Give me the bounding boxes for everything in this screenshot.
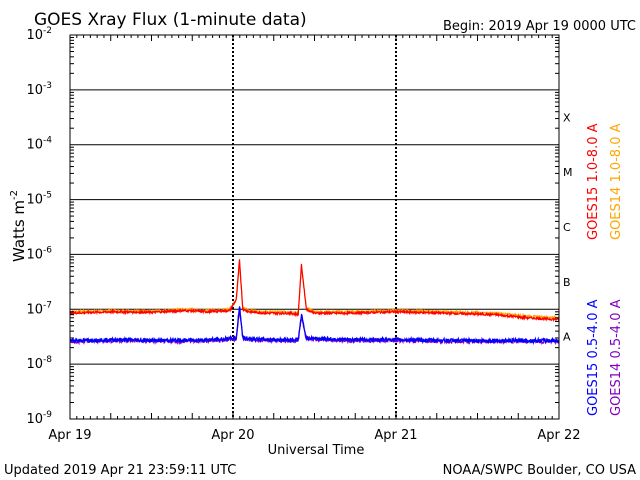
flare-class-label: X	[563, 111, 571, 124]
y-tick-label: 10-8	[26, 355, 52, 372]
series-line	[69, 259, 560, 323]
legend-entry: GOES15 0.5-4.0 A	[586, 299, 601, 416]
series-line	[69, 306, 560, 345]
x-tick-label: Apr 20	[211, 428, 254, 443]
y-tick-label: 10-5	[26, 191, 52, 208]
legend: GOES15 1.0-8.0 A GOES14 1.0-8.0 A GOES15 0…	[586, 123, 624, 416]
y-tick-label: 10-6	[26, 245, 52, 262]
x-tick-label: Apr 21	[374, 428, 417, 443]
y-axis-label-exponent: -2	[9, 190, 20, 200]
flare-class-label: A	[563, 331, 571, 344]
flare-class-label: M	[563, 166, 573, 179]
begin-time-label: Begin: 2019 Apr 19 0000 UTC	[443, 19, 636, 34]
y-axis-label-text: Watts m	[10, 200, 28, 262]
legend-entry: GOES14 1.0-8.0 A	[609, 123, 624, 240]
y-axis-label: Watts m-2	[9, 190, 28, 262]
series-layer	[69, 259, 560, 346]
flare-class-label: C	[563, 221, 571, 234]
credit-label: NOAA/SWPC Boulder, CO USA	[443, 463, 636, 478]
updated-timestamp: Updated 2019 Apr 21 23:59:11 UTC	[4, 463, 236, 478]
legend-entry: GOES15 1.0-8.0 A	[586, 123, 601, 240]
flare-class-label: B	[563, 276, 571, 289]
y-tick-label: 10-9	[26, 410, 52, 427]
y-tick-label: 10-3	[26, 81, 52, 98]
plot-frame	[69, 34, 560, 420]
x-tick-label: Apr 22	[537, 428, 580, 443]
x-axis-label: Universal Time	[268, 443, 365, 458]
x-tick-label: Apr 19	[48, 428, 91, 443]
legend-entry: GOES14 0.5-4.0 A	[609, 299, 624, 416]
y-tick-label: 10-4	[26, 136, 52, 153]
grid-layer	[70, 34, 559, 420]
series-line	[69, 263, 560, 321]
y-tick-label: 10-2	[26, 26, 52, 43]
chart-title: GOES Xray Flux (1-minute data)	[34, 10, 307, 30]
y-tick-label: 10-7	[26, 300, 52, 317]
